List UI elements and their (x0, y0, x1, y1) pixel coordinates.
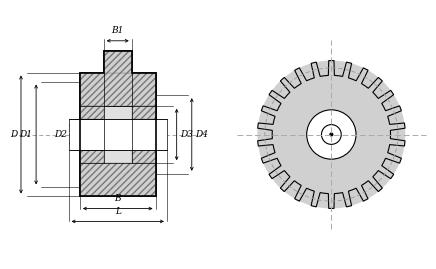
Polygon shape (104, 51, 132, 73)
Text: B1: B1 (112, 27, 124, 36)
Text: D3: D3 (181, 130, 194, 139)
Polygon shape (132, 106, 156, 119)
Polygon shape (80, 51, 156, 196)
Text: D4: D4 (196, 130, 208, 139)
Text: L: L (115, 207, 121, 216)
Polygon shape (80, 163, 156, 196)
Text: D1: D1 (19, 130, 32, 139)
Circle shape (307, 110, 356, 159)
Polygon shape (80, 73, 156, 106)
Circle shape (329, 132, 334, 137)
Circle shape (257, 61, 405, 208)
Circle shape (321, 125, 341, 144)
Text: D2: D2 (54, 130, 67, 139)
Polygon shape (80, 106, 104, 119)
Polygon shape (132, 150, 156, 163)
Polygon shape (68, 119, 167, 150)
Text: D: D (10, 130, 17, 139)
Text: H9: H9 (71, 122, 80, 127)
Polygon shape (80, 150, 104, 163)
Polygon shape (80, 106, 156, 163)
Text: B: B (114, 194, 121, 203)
Polygon shape (258, 61, 405, 208)
